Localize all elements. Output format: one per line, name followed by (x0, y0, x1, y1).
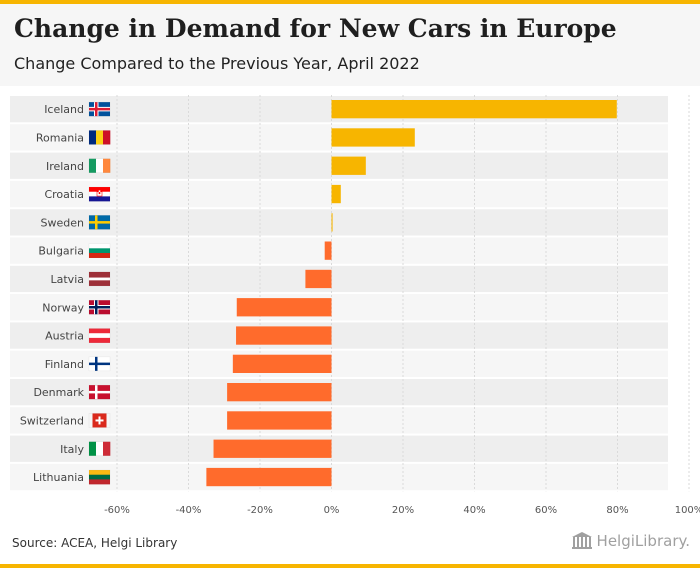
x-tick-label: 100% (675, 505, 700, 516)
category-label: Latvia (51, 273, 85, 286)
chart-header: Change in Demand for New Cars in Europe … (0, 4, 700, 86)
row-band (10, 209, 668, 236)
bar-croatia (331, 184, 341, 204)
row-band (10, 237, 668, 264)
logo-text: HelgiLibrary. (596, 532, 690, 550)
category-label: Austria (45, 330, 84, 343)
category-label: Bulgaria (38, 245, 84, 258)
bulgaria-flag (88, 243, 111, 258)
bar-ireland (331, 156, 366, 175)
bar-latvia (305, 269, 332, 289)
lithuania-flag (88, 469, 111, 485)
row-band (10, 322, 668, 349)
bar-austria (236, 326, 332, 345)
bar-switzerland (227, 411, 332, 430)
bar-iceland (331, 100, 617, 119)
bar-bulgaria (324, 241, 332, 260)
austria-flag (88, 328, 111, 343)
bar-denmark (227, 383, 332, 402)
x-tick-label: 40% (463, 505, 485, 516)
category-label: Denmark (33, 386, 84, 399)
category-label: Switzerland (20, 414, 84, 427)
bar-italy (213, 439, 332, 458)
row-band (10, 265, 668, 293)
row-band (10, 435, 668, 462)
finland-flag (88, 356, 111, 372)
category-label: Italy (60, 443, 84, 456)
row-band (10, 379, 668, 406)
croatia-flag (88, 186, 111, 202)
category-label: Croatia (44, 188, 84, 201)
x-tick-label: -40% (176, 505, 202, 516)
row-band (10, 350, 668, 377)
category-label: Sweden (41, 216, 84, 229)
romania-flag (88, 130, 111, 145)
chart-subtitle: Change Compared to the Previous Year, Ap… (14, 54, 420, 73)
italy-flag (88, 441, 111, 456)
bottom-accent-bar (0, 564, 700, 568)
category-label: Romania (36, 131, 84, 144)
category-label: Iceland (44, 103, 84, 116)
bar-lithuania (206, 467, 332, 487)
row-band (10, 407, 668, 434)
bar-chart: Iceland Romania Ireland Croatia Sweden Bulgar… (10, 95, 700, 516)
x-tick-label: 60% (535, 505, 557, 516)
bar-sweden (331, 213, 333, 232)
library-icon (571, 532, 592, 549)
top-accent-bar (0, 0, 700, 4)
category-label: Lithuania (33, 471, 84, 484)
row-band (10, 294, 668, 321)
bar-romania (331, 128, 415, 147)
x-tick-label: -60% (104, 505, 130, 516)
bar-norway (236, 298, 332, 317)
x-tick-label: 0% (324, 505, 340, 516)
iceland-flag (88, 101, 111, 117)
latvia-flag (88, 271, 111, 287)
category-label: Finland (45, 358, 84, 371)
chart-title: Change in Demand for New Cars in Europe (14, 14, 617, 43)
norway-flag (88, 300, 111, 315)
x-tick-label: 20% (392, 505, 414, 516)
category-label: Norway (42, 301, 84, 314)
switzerland-flag (88, 413, 111, 428)
ireland-flag (88, 158, 111, 173)
sweden-flag (88, 215, 111, 230)
category-label: Ireland (46, 160, 84, 173)
row-band (10, 463, 668, 491)
x-tick-label: 80% (606, 505, 628, 516)
x-tick-label: -20% (247, 505, 273, 516)
helgi-library-logo: HelgiLibrary. (571, 532, 690, 550)
bar-finland (232, 354, 332, 373)
denmark-flag (88, 384, 111, 400)
source-note: Source: ACEA, Helgi Library (12, 536, 178, 550)
